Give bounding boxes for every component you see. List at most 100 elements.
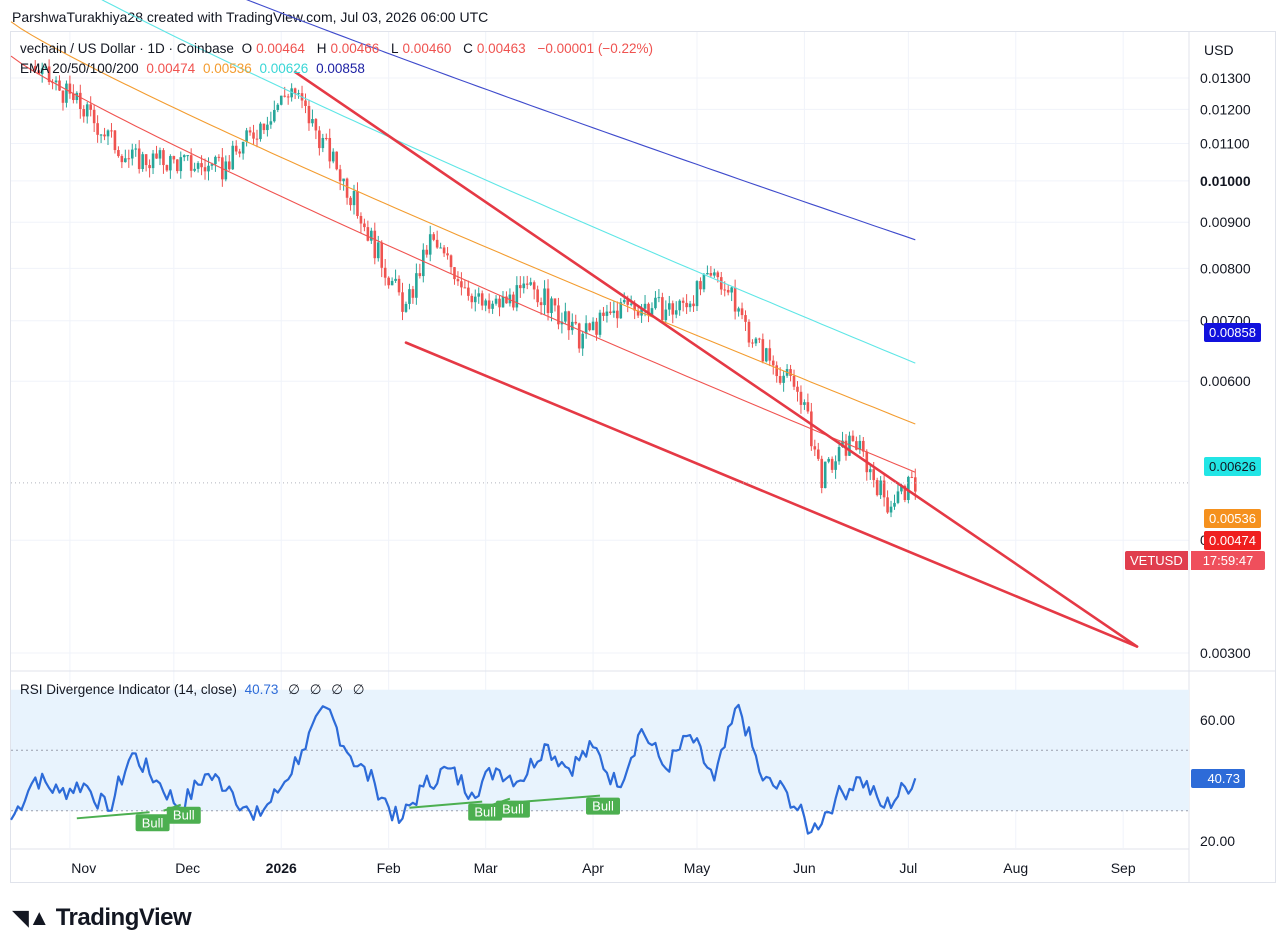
candle-body (453, 267, 456, 280)
candle-body (248, 130, 252, 133)
bull-label-bg-4 (586, 797, 620, 815)
candle-body (390, 280, 394, 286)
candle-body (536, 289, 539, 303)
candle-body (255, 138, 259, 140)
candle-body (619, 302, 623, 319)
candle-body (144, 154, 148, 166)
candle-body (584, 323, 588, 334)
candle-body (137, 148, 141, 170)
candle-body (266, 124, 269, 131)
bull-label-2: Bull (474, 805, 496, 820)
candle-body (425, 249, 429, 255)
candle-body (564, 311, 567, 322)
candle-body (231, 145, 235, 170)
candle-body (879, 480, 882, 496)
trendline-lower (404, 341, 1139, 648)
ema100-price-tag: 0.00626 (1204, 457, 1261, 476)
candle-body (501, 296, 505, 308)
ema100-line (101, 0, 916, 364)
candle-body (616, 310, 619, 319)
candle-body (276, 104, 280, 111)
bull-label-1: Bull (173, 808, 195, 823)
candle-body (65, 83, 68, 103)
rsi-null-2: ∅ (309, 682, 322, 697)
candle-body (775, 365, 778, 377)
candle-body (768, 348, 772, 361)
rsi-value: 40.73 (244, 682, 279, 697)
candle-body (726, 289, 730, 293)
candle-body (238, 151, 241, 154)
ema-label[interactable]: EMA 20/50/100/200 (20, 61, 139, 76)
chart-credit: ParshwaTurakhiya28 created with TradingV… (12, 9, 489, 25)
candle-body (636, 310, 640, 316)
candle-body (778, 376, 782, 383)
candle-body (37, 70, 41, 75)
tradingview-brand[interactable]: ◥▲ TradingView (12, 904, 192, 932)
candle-body (304, 100, 307, 106)
bull-label-bg-0 (135, 814, 170, 832)
price-axis-currency: USD (1204, 42, 1234, 58)
candle-body (868, 469, 872, 473)
candle-body (342, 178, 345, 182)
bull-divergence-line-2 (409, 800, 483, 809)
candle-body (44, 66, 47, 69)
trendline-upper (293, 70, 1139, 648)
candle-body (290, 88, 293, 98)
candle-body (432, 234, 435, 240)
candle-body (688, 303, 692, 308)
candle-body (297, 93, 300, 95)
candle-body (179, 157, 183, 172)
candle-body (570, 321, 574, 331)
symbol-price-tag: VETUSD (1125, 551, 1188, 570)
symbol-title[interactable]: vechain / US Dollar · 1D · Coinbase (20, 41, 234, 56)
time-axis-label-4: Mar (474, 860, 498, 876)
candle-body (293, 88, 297, 94)
candle-body (678, 300, 681, 311)
candle-body (650, 308, 654, 315)
candle-body (612, 310, 616, 314)
candle-body (567, 311, 571, 331)
candle-body (910, 476, 914, 478)
tradingview-logo-icon: ◥▲ (12, 905, 50, 930)
candle-body (664, 309, 668, 321)
candle-body (442, 247, 446, 254)
candle-body (681, 300, 685, 303)
candle-body (484, 300, 487, 306)
candle-body (456, 279, 460, 282)
candle-body (47, 66, 51, 83)
candle-body (546, 288, 550, 314)
price-axis-tick-7: 0.00600 (1200, 373, 1251, 389)
candle-body (155, 153, 158, 159)
ema-legend: EMA 20/50/100/200 0.00474 0.00536 0.0062… (20, 61, 369, 76)
candle-body (557, 305, 560, 325)
candle-body (120, 156, 124, 163)
candle-body (210, 164, 214, 166)
candle-body (203, 167, 207, 172)
candle-body (647, 303, 650, 315)
change-value: −0.00001 (−0.22%) (537, 41, 654, 56)
candle-body (657, 297, 661, 299)
candle-body (886, 497, 889, 513)
rsi-legend: RSI Divergence Indicator (14, close) 40.… (20, 682, 365, 698)
candle-body (176, 159, 179, 172)
candle-body (543, 288, 546, 306)
candle-body (692, 303, 695, 307)
candle-body (470, 295, 474, 303)
candle-body (103, 134, 106, 137)
bull-label-0: Bull (142, 815, 164, 830)
candle-body (68, 83, 72, 94)
candle-body (882, 480, 886, 498)
candle-body (744, 315, 747, 322)
candle-body (418, 273, 422, 277)
candle-body (130, 149, 134, 159)
candle-body (189, 155, 193, 171)
candle-body (505, 296, 508, 304)
candle-body (127, 158, 131, 160)
candle-body (85, 104, 89, 117)
candle-body (387, 277, 390, 286)
candle-body (428, 234, 432, 255)
candle-body (124, 158, 127, 163)
candle-body (148, 165, 151, 169)
rsi-label[interactable]: RSI Divergence Indicator (14, close) (20, 682, 237, 697)
